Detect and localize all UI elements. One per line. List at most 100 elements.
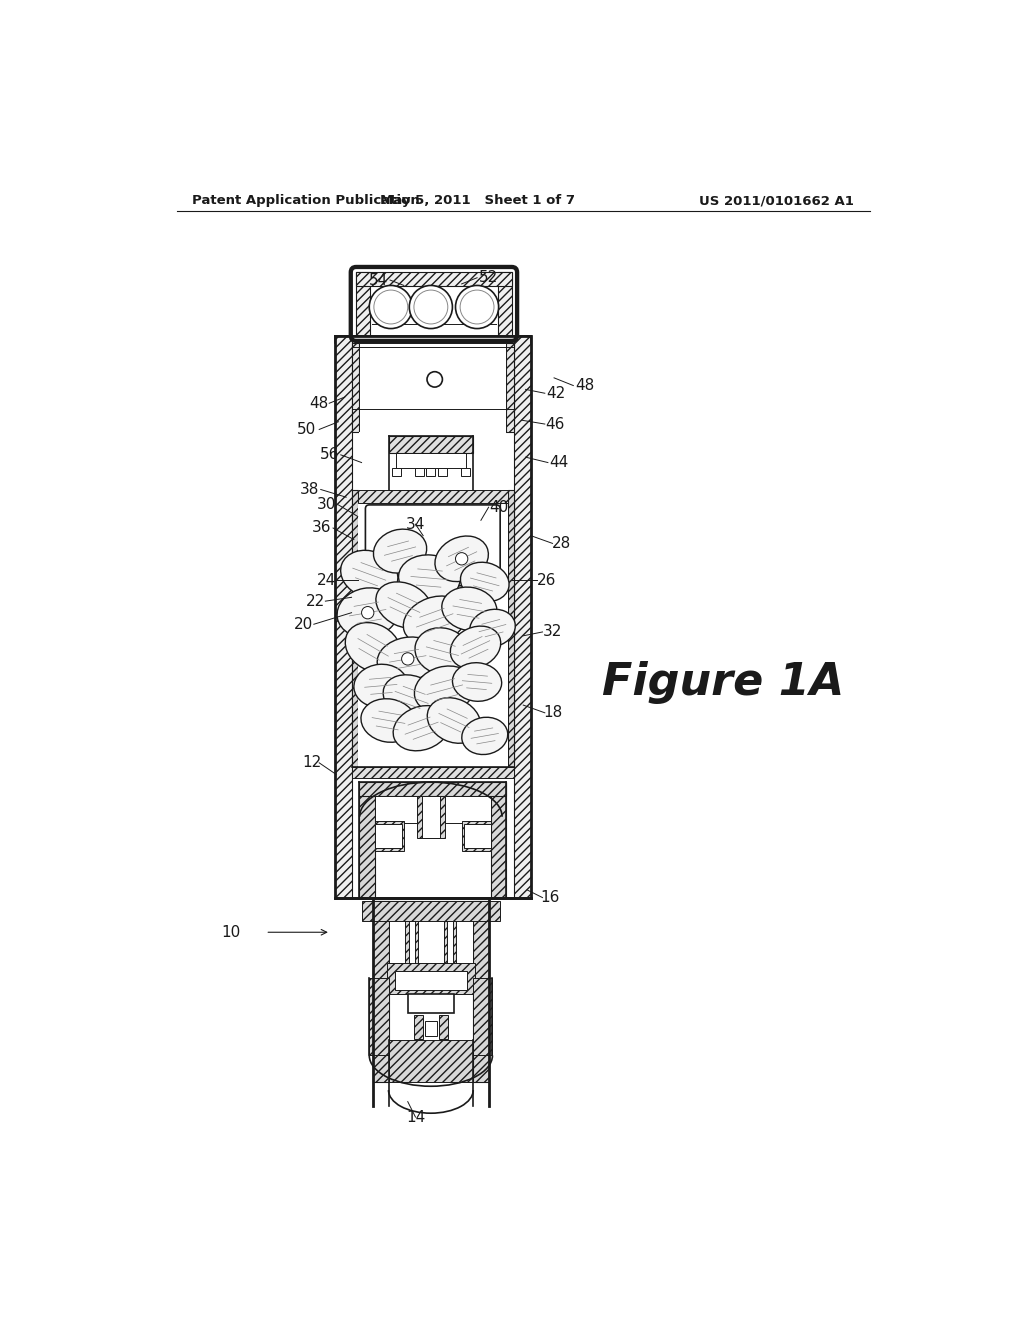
Bar (422, 796, 440, 838)
Circle shape (361, 607, 374, 619)
Text: 38: 38 (299, 482, 318, 498)
Circle shape (427, 372, 442, 387)
Text: 12: 12 (302, 755, 322, 771)
Ellipse shape (403, 597, 466, 644)
Text: 56: 56 (319, 447, 339, 462)
Ellipse shape (441, 587, 497, 631)
Circle shape (456, 553, 468, 565)
Bar (461, 469, 470, 475)
Text: 16: 16 (541, 890, 560, 906)
Circle shape (370, 285, 413, 329)
Bar (438, 1015, 447, 1039)
Bar (377, 568, 386, 579)
Circle shape (410, 285, 453, 329)
Text: 28: 28 (552, 536, 571, 550)
Ellipse shape (415, 628, 470, 675)
Ellipse shape (376, 582, 432, 628)
Bar (356, 272, 512, 335)
Bar (335, 335, 351, 898)
Bar (375, 825, 401, 847)
Bar (444, 921, 457, 990)
Ellipse shape (427, 698, 480, 743)
Bar (426, 469, 435, 475)
Bar (394, 970, 467, 990)
Ellipse shape (383, 675, 440, 719)
Bar (357, 490, 508, 767)
Bar (335, 335, 531, 898)
Bar (370, 978, 388, 1056)
Ellipse shape (337, 587, 398, 638)
Circle shape (456, 285, 499, 329)
Text: 22: 22 (306, 594, 325, 609)
Bar (351, 343, 359, 432)
Bar (466, 568, 475, 579)
Bar (462, 821, 490, 851)
Bar (373, 902, 388, 1082)
Text: 14: 14 (406, 1110, 425, 1125)
Ellipse shape (341, 550, 398, 598)
Bar (357, 767, 508, 902)
Bar (408, 994, 454, 1014)
Bar (414, 1015, 423, 1039)
Bar (381, 528, 484, 566)
Ellipse shape (461, 562, 509, 602)
Text: 30: 30 (317, 498, 337, 512)
Text: US 2011/0101662 A1: US 2011/0101662 A1 (699, 194, 854, 207)
Bar (473, 902, 488, 1082)
Bar (490, 781, 506, 898)
Bar (391, 469, 400, 475)
Bar (415, 469, 424, 475)
Bar (359, 432, 506, 494)
Text: 48: 48 (575, 378, 595, 393)
Bar (514, 335, 531, 898)
Ellipse shape (470, 610, 515, 647)
Text: 10: 10 (221, 925, 241, 940)
Ellipse shape (360, 698, 416, 742)
Bar (417, 796, 444, 838)
Ellipse shape (462, 717, 508, 755)
Bar (387, 964, 475, 994)
Bar (356, 272, 512, 286)
Text: 26: 26 (537, 573, 556, 587)
Text: 42: 42 (547, 385, 566, 401)
Text: 36: 36 (311, 520, 332, 536)
Circle shape (401, 653, 414, 665)
Ellipse shape (374, 529, 427, 573)
Ellipse shape (453, 663, 502, 701)
Bar (359, 781, 506, 796)
Bar (351, 767, 514, 779)
Text: 24: 24 (317, 573, 337, 587)
Ellipse shape (354, 664, 408, 708)
Bar (359, 781, 375, 898)
Bar (361, 902, 500, 921)
FancyBboxPatch shape (366, 506, 500, 586)
Bar (406, 921, 418, 990)
Text: 52: 52 (479, 271, 499, 285)
Text: May 5, 2011   Sheet 1 of 7: May 5, 2011 Sheet 1 of 7 (380, 194, 574, 207)
Ellipse shape (393, 706, 451, 751)
Text: 32: 32 (543, 624, 562, 639)
Bar (392, 568, 401, 579)
Bar (388, 1040, 473, 1082)
Bar (351, 490, 357, 767)
Ellipse shape (451, 626, 501, 669)
Bar (425, 1020, 437, 1036)
Text: 20: 20 (294, 616, 313, 632)
Text: Patent Application Publication: Patent Application Publication (193, 194, 420, 207)
Bar (464, 825, 490, 847)
Text: 44: 44 (549, 455, 568, 470)
Bar (508, 490, 514, 767)
Text: 48: 48 (309, 396, 329, 411)
Bar (438, 469, 447, 475)
Bar (481, 568, 490, 579)
Bar (359, 343, 506, 432)
Bar (498, 272, 512, 335)
Text: 46: 46 (545, 417, 564, 432)
Ellipse shape (377, 638, 438, 681)
Ellipse shape (415, 667, 475, 713)
Ellipse shape (435, 536, 488, 582)
Ellipse shape (398, 554, 460, 601)
Bar (371, 511, 495, 527)
Bar (409, 921, 415, 982)
Bar (373, 902, 488, 917)
